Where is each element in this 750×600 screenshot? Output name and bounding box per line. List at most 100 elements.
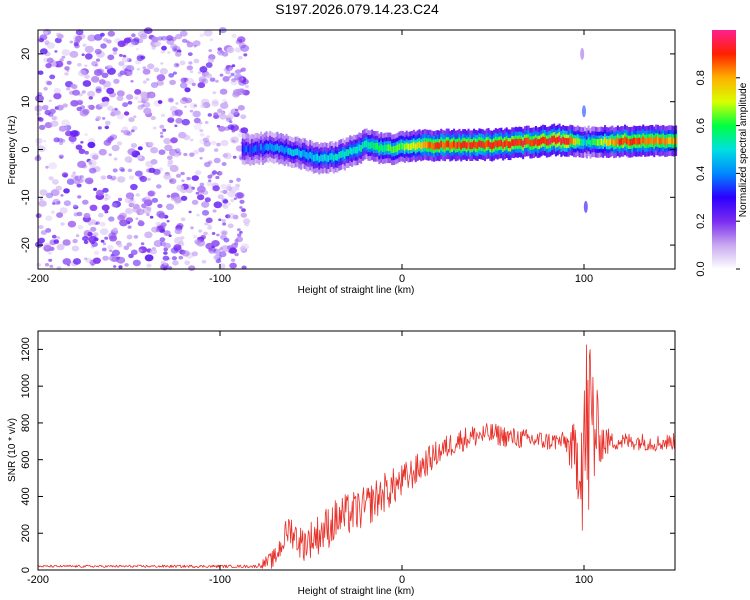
- noise-cell: [87, 34, 97, 42]
- noise-cell: [116, 256, 126, 264]
- noise-cell: [208, 224, 212, 227]
- noise-cell: [146, 263, 152, 268]
- signal-cell: [453, 140, 456, 148]
- noise-cell: [98, 213, 104, 218]
- signal-cell: [476, 142, 479, 149]
- signal-cell: [540, 137, 543, 145]
- noise-cell: [72, 89, 80, 96]
- snr-frame: [37, 330, 676, 571]
- noise-cell: [87, 104, 92, 109]
- signal-cell: [534, 137, 537, 145]
- noise-cell: [225, 70, 231, 75]
- noise-cell: [227, 223, 234, 229]
- noise-cell: [193, 117, 201, 124]
- signal-cell: [378, 145, 381, 153]
- signal-cell: [598, 138, 601, 146]
- noise-cell: [113, 78, 120, 84]
- signal-cell: [667, 137, 670, 144]
- signal-cell: [576, 137, 579, 145]
- noise-cell: [190, 226, 194, 230]
- noise-cell: [119, 166, 125, 172]
- noise-cell: [111, 249, 120, 257]
- noise-cell: [198, 76, 207, 83]
- signal-cell: [449, 142, 452, 150]
- signal-cell: [578, 138, 581, 146]
- noise-cell: [188, 61, 193, 65]
- noise-cell: [211, 140, 217, 146]
- noise-cell: [222, 189, 228, 194]
- signal-cell: [574, 138, 577, 146]
- noise-cell: [76, 39, 80, 43]
- noise-cell: [76, 211, 83, 217]
- noise-cell: [118, 61, 125, 67]
- noise-cell: [81, 53, 85, 56]
- signal-cell: [545, 138, 548, 146]
- noise-cell: [222, 199, 229, 204]
- noise-cell: [82, 43, 87, 47]
- noise-cell: [193, 45, 197, 48]
- noise-cell: [96, 189, 104, 196]
- noise-cell: [240, 114, 247, 120]
- noise-cell: [44, 122, 53, 129]
- noise-cell: [117, 214, 125, 221]
- noise-cell: [62, 239, 71, 246]
- noise-cell: [51, 115, 58, 121]
- noise-cell: [38, 237, 45, 244]
- spectrogram-y-tick-label: 10: [20, 96, 32, 108]
- noise-cell: [60, 138, 66, 143]
- noise-cell: [157, 225, 164, 231]
- signal-cell: [655, 136, 658, 144]
- noise-cell: [239, 38, 243, 42]
- noise-cell: [70, 83, 76, 89]
- noise-cell: [135, 193, 141, 197]
- snr-x-tick-label: 0: [399, 574, 405, 586]
- noise-cell: [36, 142, 42, 147]
- signal-cell: [594, 138, 597, 146]
- noise-cell: [52, 202, 56, 205]
- noise-cell: [212, 209, 217, 213]
- noise-cell: [162, 128, 167, 132]
- noise-cell: [37, 145, 46, 153]
- noise-cell: [137, 146, 143, 151]
- noise-cell: [107, 30, 116, 37]
- signal-cell: [673, 137, 676, 145]
- spectrogram-y-axis-label: Frequency (Hz): [7, 116, 18, 185]
- noise-cell: [199, 182, 205, 187]
- signal-cell: [422, 141, 425, 149]
- noise-cell: [75, 144, 83, 150]
- noise-cell: [223, 68, 228, 72]
- noise-cell: [126, 234, 133, 240]
- noise-cell: [236, 88, 246, 96]
- noise-cell: [133, 37, 140, 42]
- signal-cell: [349, 147, 352, 154]
- noise-cell: [57, 137, 64, 143]
- noise-cell: [147, 63, 155, 70]
- noise-cell: [198, 229, 203, 233]
- noise-cell: [89, 204, 98, 211]
- noise-cell: [227, 202, 231, 206]
- signal-cell: [569, 136, 572, 144]
- snr-x-tick-label: -100: [209, 574, 231, 586]
- noise-cell: [186, 176, 191, 181]
- noise-cell: [55, 185, 62, 191]
- noise-cell: [142, 68, 151, 75]
- noise-cell: [48, 176, 54, 181]
- signal-cell: [416, 142, 419, 149]
- signal-cell: [298, 149, 301, 157]
- noise-cell: [149, 215, 154, 219]
- noise-cell: [217, 49, 225, 56]
- noise-cell: [140, 91, 149, 99]
- noise-cell: [214, 148, 219, 152]
- signal-cell: [354, 146, 357, 154]
- signal-cell: [323, 154, 326, 161]
- noise-cell: [236, 177, 241, 182]
- noise-cell: [56, 266, 62, 271]
- noise-cell: [166, 220, 170, 223]
- noise-cell: [62, 103, 68, 108]
- noise-cell: [36, 155, 41, 159]
- noise-cell: [64, 66, 70, 71]
- signal-cell: [427, 142, 430, 149]
- noise-cell: [156, 80, 164, 86]
- signal-cell: [402, 143, 405, 150]
